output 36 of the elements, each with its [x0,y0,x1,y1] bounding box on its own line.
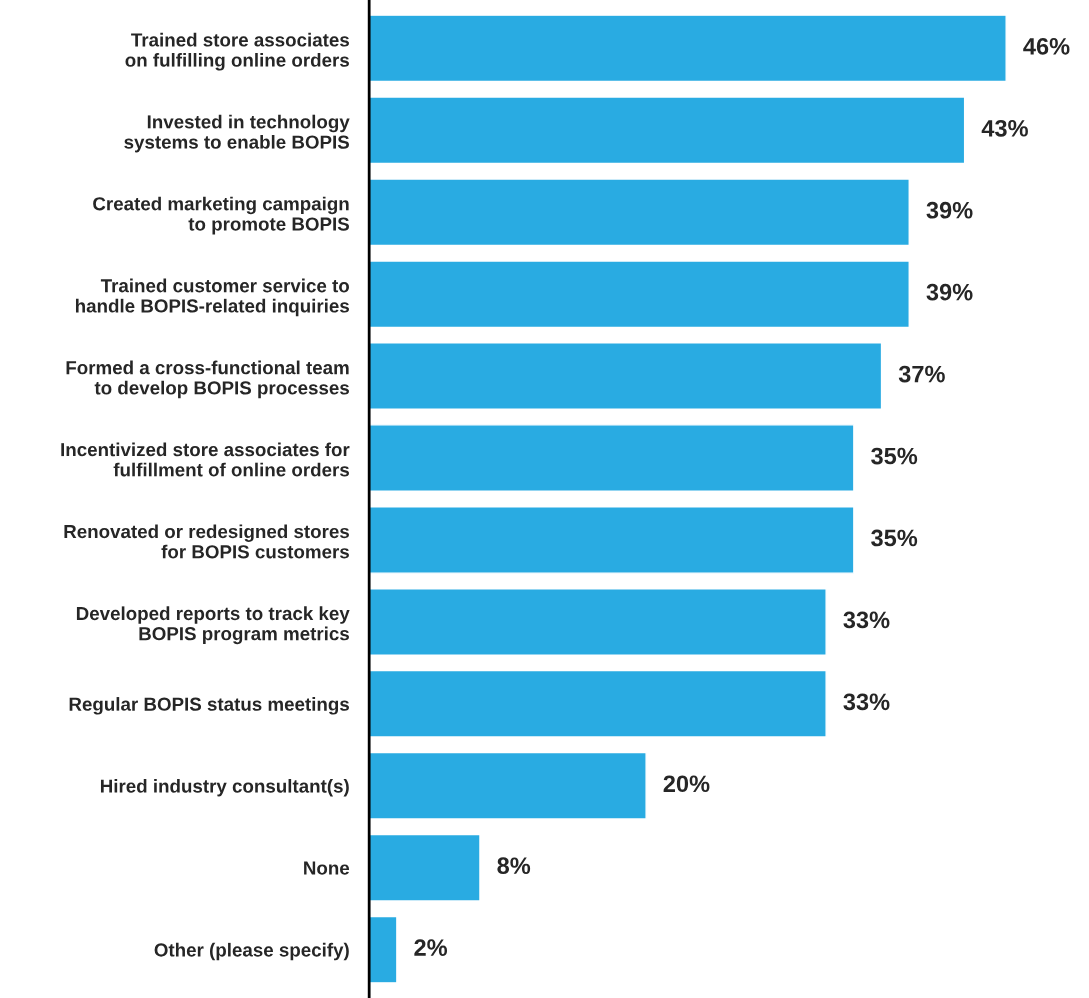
bar [369,669,827,738]
bar [369,751,647,820]
y-tick-label: Hired industry consultant(s) [100,778,349,797]
y-tick-label: Developed reports to track key BOPIS program metrics [76,606,350,645]
bar [369,96,966,165]
data-label: 35% [871,529,918,547]
data-label: 37% [898,365,945,383]
bar [369,260,910,329]
bar [369,424,855,492]
y-tick-label: Incentivized store associates for fulfillment of online orders [61,442,350,477]
y-tick-label: Other (please specify) [154,942,349,961]
bar [369,506,855,574]
bar [369,342,883,410]
y-tick-label: Formed a cross-functional team to develop BOPIS processes [66,360,349,399]
y-tick-label: Trained store associates on fulfilling online orders [125,32,349,71]
bar [369,588,827,656]
bar [369,178,910,247]
data-label: 39% [926,201,973,219]
data-label: 46% [1023,37,1070,55]
y-tick-label: Regular BOPIS status meetings [69,697,349,715]
y-tick-label: Invested in technology systems to enable BOPIS [124,114,350,153]
data-label: 35% [871,447,918,465]
bar [369,915,398,984]
data-label: 33% [843,693,890,711]
data-label: 8% [497,857,531,875]
data-label: 20% [663,775,710,793]
data-label: 2% [414,939,448,956]
y-tick-label: Trained customer service to handle BOPIS-related inquiries [75,278,350,317]
bar [369,833,481,902]
y-tick-label: None [304,861,350,875]
data-label: 39% [926,283,973,301]
y-tick-label: Renovated or redesigned stores for BOPIS customers [64,524,349,559]
bar [369,14,1007,83]
data-label: 43% [981,119,1028,137]
data-label: 33% [843,611,890,629]
y-tick-label: Created marketing campaign to promote BOPIS [93,196,349,235]
